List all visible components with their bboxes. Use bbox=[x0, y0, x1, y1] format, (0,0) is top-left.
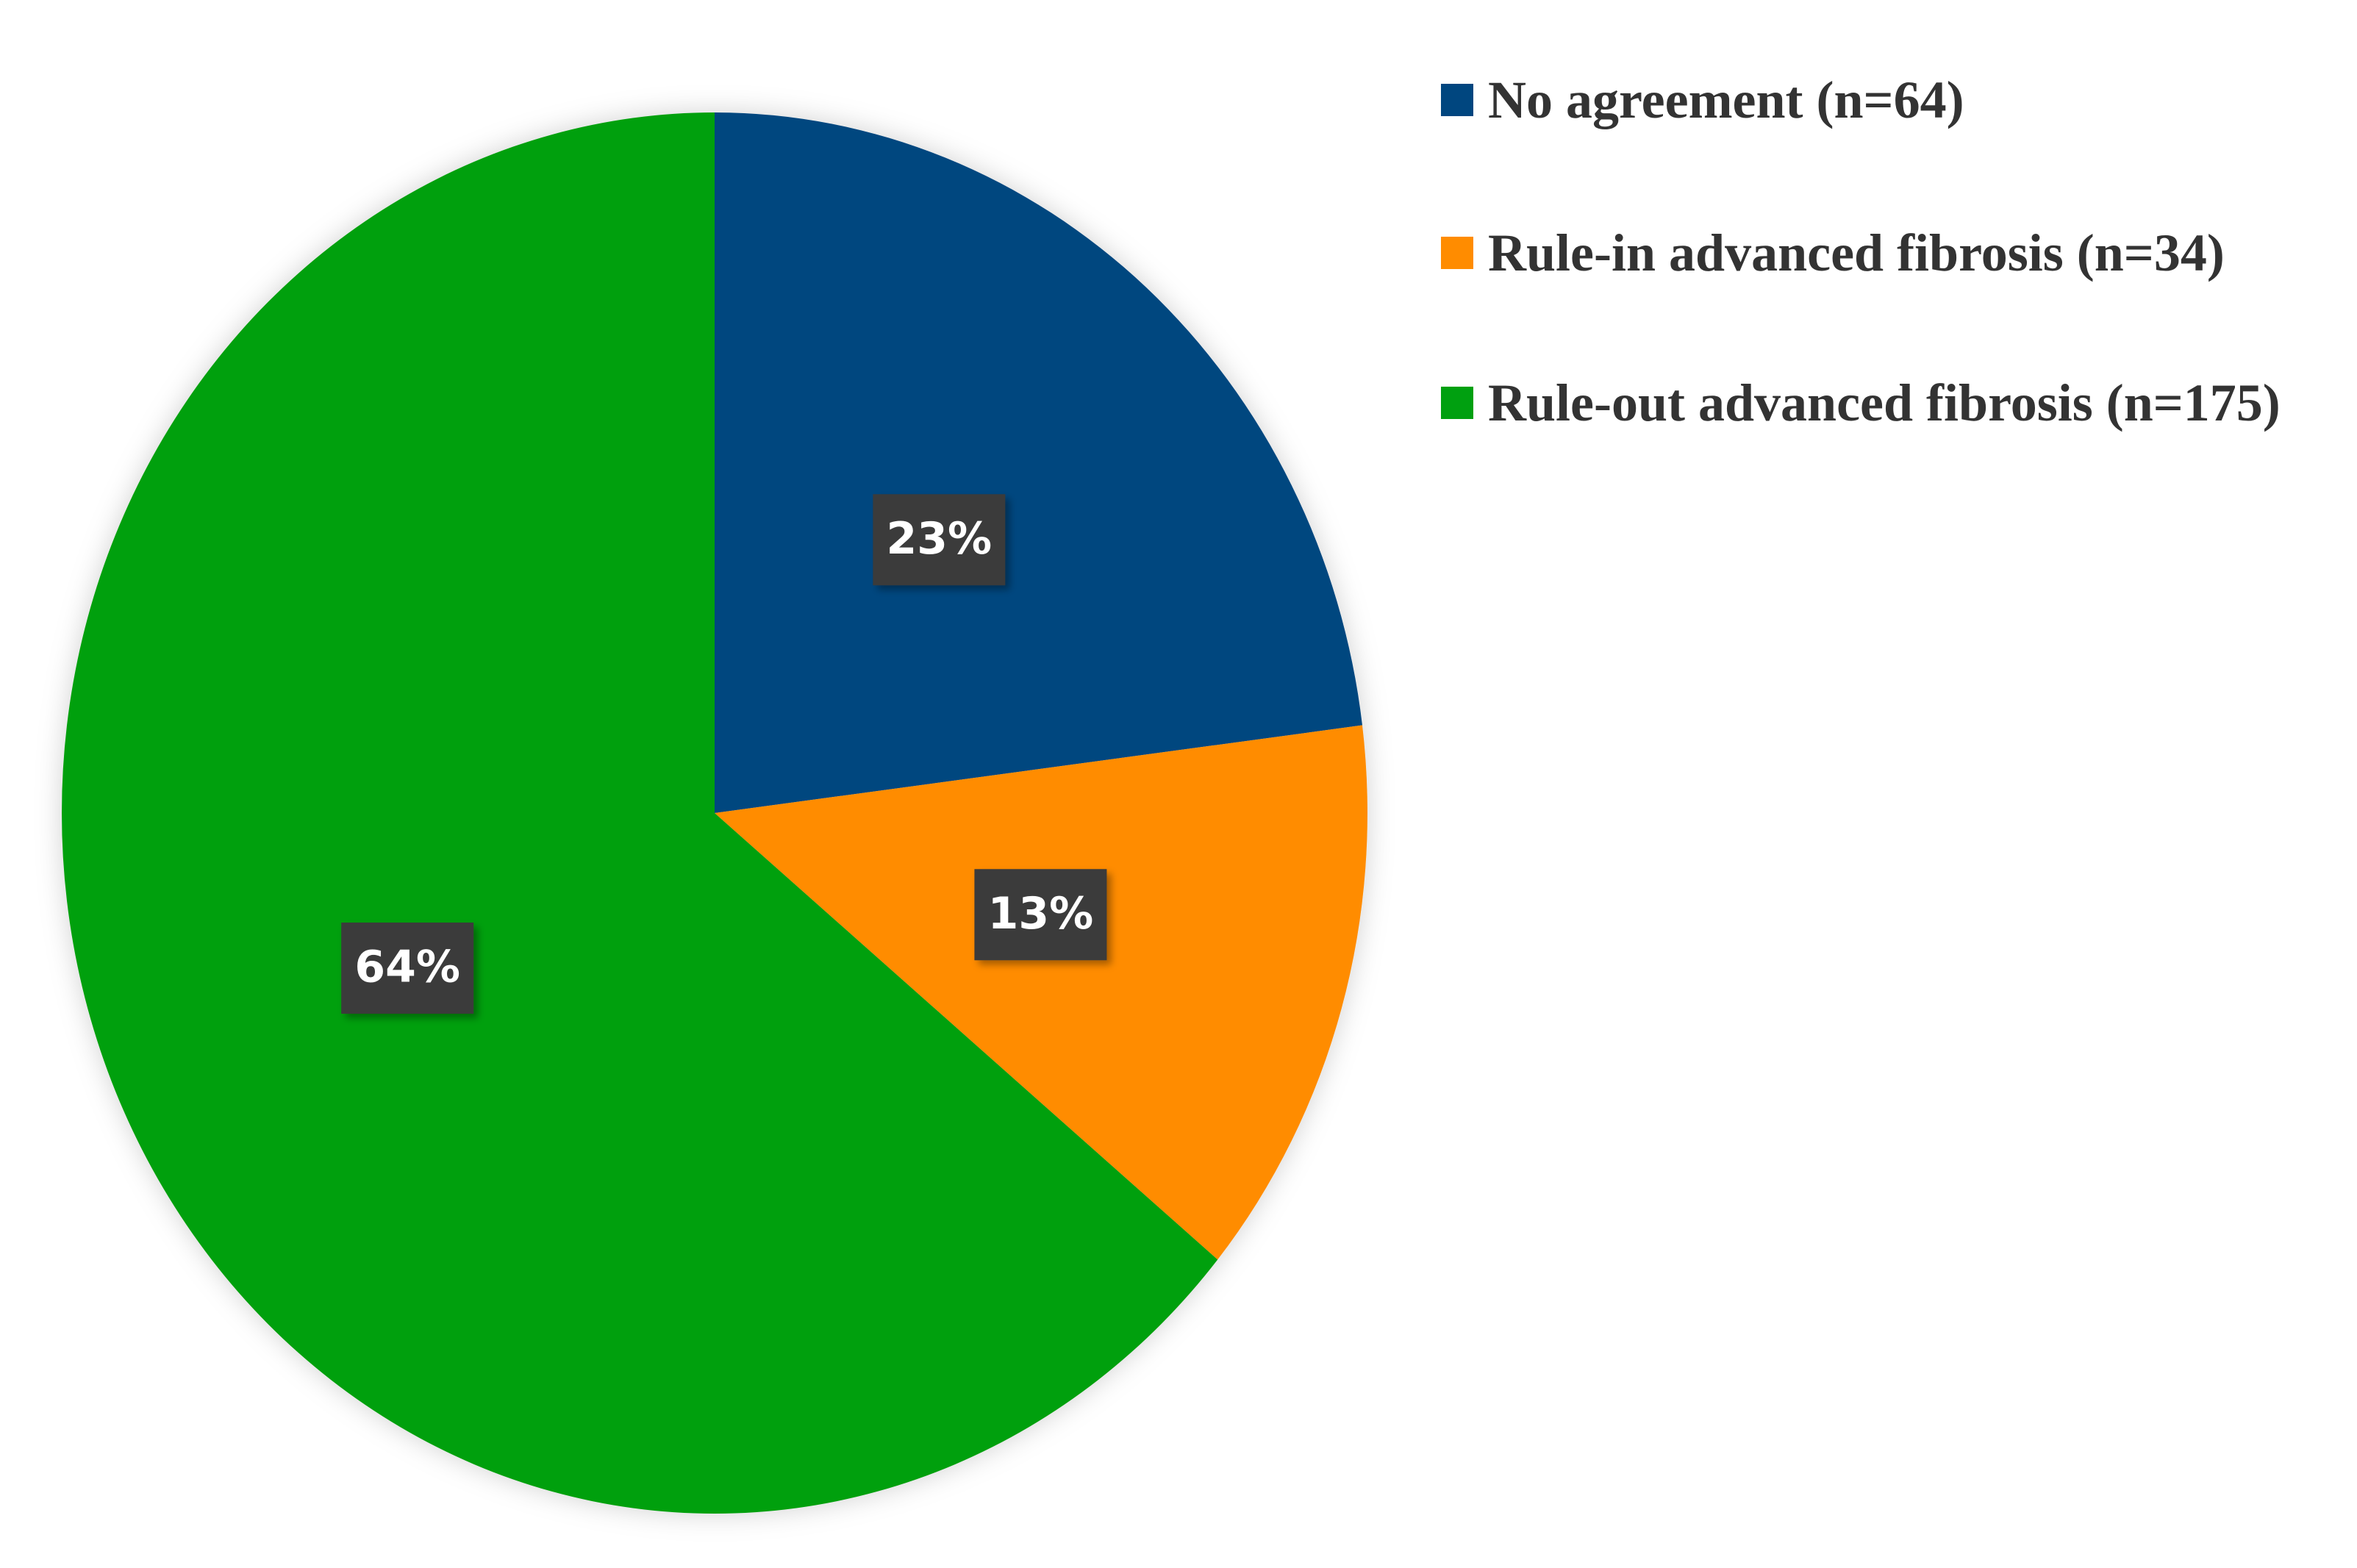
pie-slice bbox=[715, 725, 1367, 1260]
slices bbox=[61, 112, 1367, 1514]
legend-item: Rule-in advanced fibrosis (n=34) bbox=[1441, 212, 2338, 294]
pie-slice bbox=[61, 112, 1218, 1514]
data-label: 13% bbox=[988, 888, 1094, 939]
legend-swatch bbox=[1441, 387, 1473, 419]
legend: No agreement (n=64) Rule-in advanced fibr… bbox=[1441, 59, 2338, 512]
data-labels: 23% 13% 64% bbox=[341, 494, 1107, 1014]
legend-label: Rule-in advanced fibrosis (n=34) bbox=[1488, 223, 2225, 282]
data-label: 23% bbox=[887, 513, 992, 565]
label-box bbox=[341, 922, 474, 1014]
label-box bbox=[974, 869, 1107, 961]
legend-item: Rule-out advanced fibrosis (n=175) bbox=[1441, 362, 2338, 444]
legend-item: No agreement (n=64) bbox=[1441, 59, 2338, 141]
pie-slice bbox=[715, 112, 1362, 813]
legend-swatch bbox=[1441, 237, 1473, 269]
label-box bbox=[873, 494, 1006, 586]
legend-label: No agreement (n=64) bbox=[1488, 71, 1964, 129]
legend-swatch bbox=[1441, 84, 1473, 116]
data-label: 64% bbox=[354, 942, 460, 993]
legend-label: Rule-out advanced fibrosis (n=175) bbox=[1488, 373, 2281, 432]
